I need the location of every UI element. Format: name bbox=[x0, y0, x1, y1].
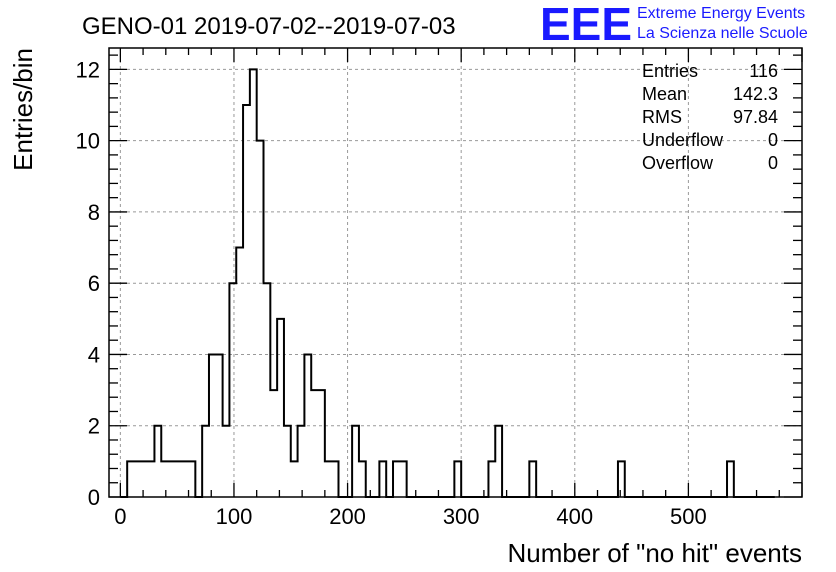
x-tick-label: 500 bbox=[670, 504, 707, 529]
plot-frame bbox=[108, 47, 803, 498]
logo-eee: EEE bbox=[540, 0, 632, 50]
y-tick-label: 6 bbox=[88, 271, 100, 296]
y-tick-label: 2 bbox=[88, 414, 100, 439]
stats-value: 97.84 bbox=[733, 107, 778, 127]
axis-ticks bbox=[109, 48, 803, 498]
y-tick-label: 12 bbox=[76, 57, 100, 82]
stats-value: 0 bbox=[768, 130, 778, 150]
eee-logo: EEE Extreme Energy Events La Scienza nel… bbox=[540, 0, 808, 50]
stats-value: 0 bbox=[768, 153, 778, 173]
stats-box: Entries 116 Mean 142.3 RMS 97.84 Underflow 0 Ove… bbox=[642, 61, 778, 173]
stats-label: Overflow bbox=[642, 153, 714, 173]
x-tick-label: 300 bbox=[443, 504, 480, 529]
y-tick-label: 0 bbox=[88, 485, 100, 510]
logo-line-2: La Scienza nelle Scuole bbox=[637, 25, 808, 42]
y-tick-label: 10 bbox=[76, 129, 100, 154]
x-tick-label: 0 bbox=[114, 504, 126, 529]
tick-labels: 0 100 200 300 400 500 0 2 4 6 8 10 12 bbox=[76, 57, 707, 529]
grid bbox=[109, 48, 802, 497]
y-tick-label: 4 bbox=[88, 342, 100, 367]
y-tick-label: 8 bbox=[88, 200, 100, 225]
stats-label: RMS bbox=[642, 107, 682, 127]
stats-value: 116 bbox=[749, 61, 778, 81]
stats-value: 142.3 bbox=[733, 84, 778, 104]
stats-label: Underflow bbox=[642, 130, 724, 150]
logo-line-1: Extreme Energy Events bbox=[637, 5, 805, 22]
x-tick-label: 400 bbox=[556, 504, 593, 529]
histogram-series bbox=[120, 68, 775, 498]
x-axis-label: Number of "no hit" events bbox=[508, 538, 803, 568]
stats-label: Entries bbox=[642, 61, 698, 81]
x-tick-label: 100 bbox=[216, 504, 253, 529]
chart-title: GENO-01 2019-07-02--2019-07-03 bbox=[82, 13, 456, 40]
x-tick-label: 200 bbox=[329, 504, 366, 529]
stats-label: Mean bbox=[642, 84, 687, 104]
y-axis-label: Entries/bin bbox=[8, 48, 38, 171]
